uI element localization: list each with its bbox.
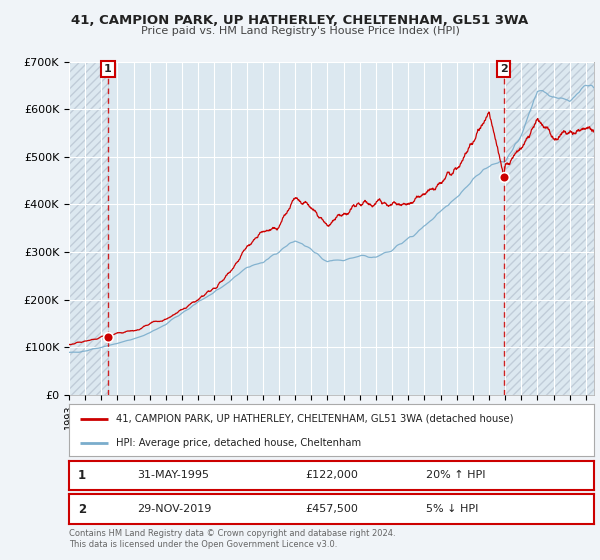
- Text: Contains HM Land Registry data © Crown copyright and database right 2024.
This d: Contains HM Land Registry data © Crown c…: [69, 529, 395, 549]
- Bar: [503, 62, 594, 395]
- Text: 31-MAY-1995: 31-MAY-1995: [137, 470, 209, 480]
- Text: Price paid vs. HM Land Registry's House Price Index (HPI): Price paid vs. HM Land Registry's House …: [140, 26, 460, 36]
- Text: £457,500: £457,500: [305, 504, 358, 514]
- Text: 2: 2: [500, 64, 508, 74]
- Text: 41, CAMPION PARK, UP HATHERLEY, CHELTENHAM, GL51 3WA: 41, CAMPION PARK, UP HATHERLEY, CHELTENH…: [71, 14, 529, 27]
- Text: 41, CAMPION PARK, UP HATHERLEY, CHELTENHAM, GL51 3WA (detached house): 41, CAMPION PARK, UP HATHERLEY, CHELTENH…: [116, 414, 514, 424]
- Text: HPI: Average price, detached house, Cheltenham: HPI: Average price, detached house, Chel…: [116, 438, 361, 449]
- Text: 1: 1: [78, 469, 86, 482]
- Text: 1: 1: [104, 64, 112, 74]
- Text: 2: 2: [78, 502, 86, 516]
- Text: 20% ↑ HPI: 20% ↑ HPI: [426, 470, 485, 480]
- Text: £122,000: £122,000: [305, 470, 358, 480]
- Bar: [69, 62, 108, 395]
- Text: 29-NOV-2019: 29-NOV-2019: [137, 504, 212, 514]
- Text: 5% ↓ HPI: 5% ↓ HPI: [426, 504, 478, 514]
